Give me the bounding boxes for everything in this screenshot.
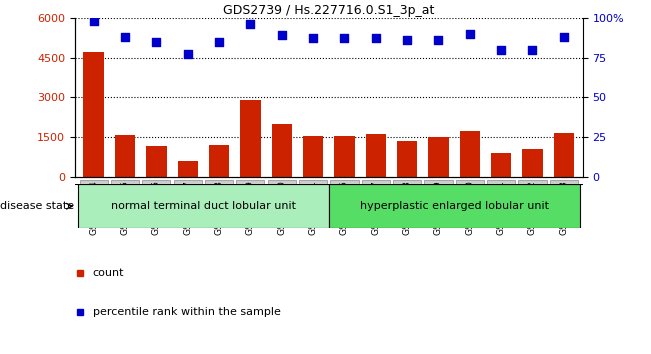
Bar (303, 136, 324, 177)
Text: GSM177456: GSM177456 (152, 180, 161, 235)
Text: GSM177461: GSM177461 (309, 180, 318, 235)
Point (151, 39, 161, 44)
Bar (460, 131, 480, 177)
Text: GSM177451: GSM177451 (497, 180, 506, 235)
Bar (487, 180, 515, 225)
Bar (456, 180, 484, 225)
Text: normal terminal duct lobular unit: normal terminal duct lobular unit (111, 201, 296, 211)
Text: disease state: disease state (0, 201, 74, 211)
Bar (299, 180, 327, 225)
Point (120, 34, 130, 40)
Text: percentile rank within the sample: percentile rank within the sample (92, 307, 281, 316)
Bar (362, 180, 390, 225)
Bar (522, 149, 543, 177)
Bar (236, 180, 264, 225)
Text: GSM177453: GSM177453 (559, 180, 568, 235)
Text: count: count (92, 268, 124, 278)
Bar (83, 52, 104, 177)
Bar (111, 180, 139, 225)
Bar (518, 180, 547, 225)
Bar (366, 134, 386, 177)
Bar (553, 133, 574, 177)
Point (559, 34, 569, 40)
Bar (174, 180, 202, 225)
Point (308, 35, 318, 41)
Point (434, 37, 444, 43)
Text: GSM177452: GSM177452 (528, 180, 537, 235)
Bar (330, 180, 359, 225)
Bar (205, 180, 233, 225)
Bar (491, 153, 511, 177)
Bar (329, 184, 579, 228)
Point (245, 21, 256, 27)
Text: GSM177454: GSM177454 (89, 180, 98, 235)
Text: GSM177446: GSM177446 (340, 180, 349, 235)
Point (182, 51, 193, 57)
Title: GDS2739 / Hs.227716.0.S1_3p_at: GDS2739 / Hs.227716.0.S1_3p_at (223, 4, 434, 17)
Point (370, 35, 381, 41)
Bar (240, 100, 260, 177)
Bar (397, 141, 417, 177)
Bar (268, 180, 296, 225)
Bar (334, 136, 355, 177)
Point (496, 47, 506, 52)
Point (277, 32, 287, 38)
Bar (393, 180, 421, 225)
Bar (424, 180, 452, 225)
Bar (549, 180, 578, 225)
Bar (178, 161, 198, 177)
Point (402, 37, 412, 43)
Text: GSM177458: GSM177458 (215, 180, 223, 235)
Text: GSM177455: GSM177455 (120, 180, 130, 235)
Text: GSM177450: GSM177450 (465, 180, 475, 235)
Bar (79, 180, 108, 225)
Text: GSM177460: GSM177460 (277, 180, 286, 235)
Text: GSM177459: GSM177459 (246, 180, 255, 235)
Point (339, 35, 350, 41)
Bar (428, 137, 449, 177)
Point (214, 39, 224, 44)
Bar (143, 180, 171, 225)
Text: GSM177448: GSM177448 (402, 180, 411, 235)
Bar (78, 184, 329, 228)
Bar (146, 147, 167, 177)
Text: hyperplastic enlarged lobular unit: hyperplastic enlarged lobular unit (359, 201, 549, 211)
Text: GSM177449: GSM177449 (434, 180, 443, 235)
Text: GSM177457: GSM177457 (183, 180, 192, 235)
Text: GSM177447: GSM177447 (371, 180, 380, 235)
Point (89, 18, 99, 24)
Point (465, 31, 475, 36)
Bar (209, 145, 229, 177)
Point (527, 47, 538, 52)
Bar (115, 135, 135, 177)
Bar (271, 124, 292, 177)
